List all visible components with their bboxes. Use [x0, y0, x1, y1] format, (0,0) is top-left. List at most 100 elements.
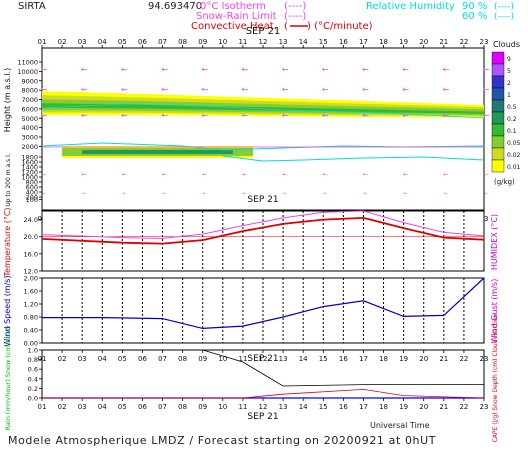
hour-label: 14 [299, 38, 308, 46]
wind-arrow-icon: ← [282, 65, 289, 74]
wind-arrow-icon: ← [121, 85, 128, 94]
wind-arrow-icon: ← [323, 191, 327, 197]
wind-arrow-icon: ← [161, 85, 168, 94]
hour-label: 17 [359, 355, 368, 363]
wind-arrow-icon: ← [483, 171, 488, 178]
wind-arrow-icon: ← [483, 111, 490, 120]
hour-label: 12 [259, 355, 268, 363]
wind-arrow-icon: ← [203, 191, 207, 197]
legend-snow-sym: (----) [284, 11, 306, 22]
cloud-scale-swatch [491, 87, 505, 101]
footer-title: Modele Atmospherique LMDZ / Forecast sta… [8, 434, 436, 447]
hour-label: 03 [78, 403, 87, 411]
height-tick-label: 3000 [21, 134, 38, 142]
hour-label: 13 [279, 38, 288, 46]
hour-label: 11 [238, 355, 247, 363]
date-label-bottom: SEP 21 [247, 412, 278, 422]
rh-contour [41, 103, 485, 119]
hour-label: 03 [78, 38, 87, 46]
hour-label: 07 [158, 38, 167, 46]
hour-label: 05 [118, 355, 127, 363]
cloud-fraction-line [42, 349, 484, 387]
hour-label: 01 [38, 403, 47, 411]
hour-label: 19 [399, 38, 408, 46]
hour-label: 14 [299, 355, 308, 363]
wind-arrow-icon: ← [202, 171, 207, 178]
wind-arrow-icon: ← [82, 191, 86, 197]
wind-arrow-icon: ← [242, 111, 249, 120]
hour-label: 06 [138, 403, 147, 411]
wind-tick-label: 0.40 [24, 327, 38, 335]
height-tick-label: 7000 [21, 96, 38, 104]
cloud-scale-swatch [491, 75, 505, 89]
precip-tick-label: 0.6 [28, 366, 38, 374]
wind-arrow-icon: ← [41, 65, 48, 74]
hour-label: 23 [480, 403, 489, 411]
hour-label: 21 [439, 38, 448, 46]
hour-label: 08 [178, 355, 187, 363]
wind-speed-line [42, 277, 485, 330]
temp-tick-label: 16.0 [24, 250, 38, 258]
wind-arrow-icon: ← [362, 111, 369, 120]
hour-label: 13 [279, 403, 288, 411]
hour-label: 14 [299, 403, 308, 411]
wind-arrow-icon: ← [362, 65, 369, 74]
hour-label: 13 [279, 355, 288, 363]
hour-label: 04 [98, 355, 107, 363]
hour-label: 04 [98, 38, 107, 46]
wind-arrow-icon: ← [81, 85, 88, 94]
cloud-scale-title: Clouds [493, 40, 520, 49]
hour-label: 08 [178, 403, 187, 411]
hour-label: 11 [238, 403, 247, 411]
hour-label: 17 [359, 38, 368, 46]
hour-label: 01 [38, 355, 47, 363]
hour-label: 23 [480, 355, 489, 363]
hour-label: 05 [118, 403, 127, 411]
height-tick-label: 4000 [21, 124, 38, 132]
precip-axis-label: Rain (mm/hour) Snow (cm/hour) [4, 326, 12, 431]
legend-rh-sym90: (----) [494, 2, 514, 12]
low-cloud-band [82, 150, 233, 154]
cloud-scale-unit: (g/kg) [494, 178, 515, 186]
wind-arrow-icon: ← [42, 191, 46, 197]
legend-conv: Convective Heat. [191, 21, 277, 32]
hour-label: 22 [459, 38, 468, 46]
precip-tick-label: 0.2 [28, 385, 38, 393]
wind-arrow-icon: ← [483, 65, 490, 74]
wind-axis-label: Wind Speed (m/s) [3, 275, 12, 346]
cloud-scale-label: 0.02 [507, 152, 521, 159]
height-tick-label: 1200 [21, 169, 38, 177]
wind-arrow-icon: ← [283, 171, 288, 178]
hour-label: 09 [198, 355, 207, 363]
wind-arrow-icon: ← [282, 85, 289, 94]
height-tick-label: 11000 [17, 59, 38, 67]
hour-label: 17 [359, 403, 368, 411]
wind-arrow-icon: ← [41, 85, 48, 94]
wind-tick-label: 0.80 [24, 314, 38, 322]
height-axis-sublabel: Up to 200 m a.s.l. [5, 153, 12, 206]
legend-rh: Relative Humidity [366, 1, 455, 12]
hour-label: 15 [319, 38, 328, 46]
humidex-axis-label: HUMIDEX (°C) [490, 214, 499, 270]
hour-label: 07 [158, 403, 167, 411]
date-label-precip: SEP 21 [247, 354, 278, 364]
wind-arrow-icon: ← [322, 65, 329, 74]
precip-tick-label: 0.4 [28, 375, 38, 383]
rh-contour [222, 155, 485, 162]
wind-arrow-icon: ← [162, 171, 167, 178]
wind-arrow-icon: ← [443, 171, 448, 178]
wind-arrow-icon: ← [283, 191, 287, 197]
hour-label: 21 [439, 403, 448, 411]
legend-rh-90: 90 % [462, 1, 487, 12]
cloud-scale-label: 1 [507, 92, 511, 99]
wind-tick-label: 1.20 [24, 301, 38, 309]
height-tick-label: 1600 [21, 159, 38, 167]
humidex-line [41, 210, 485, 239]
legend-iso-sym: (----) [284, 1, 306, 12]
temp-tick-label: 24.0 [24, 216, 38, 224]
hour-label: 09 [198, 38, 207, 46]
cloud-scale-label: 0.1 [507, 128, 517, 135]
wind-arrow-icon: ← [242, 65, 249, 74]
hour-label: 09 [198, 403, 207, 411]
wind-arrow-icon: ← [41, 171, 46, 178]
